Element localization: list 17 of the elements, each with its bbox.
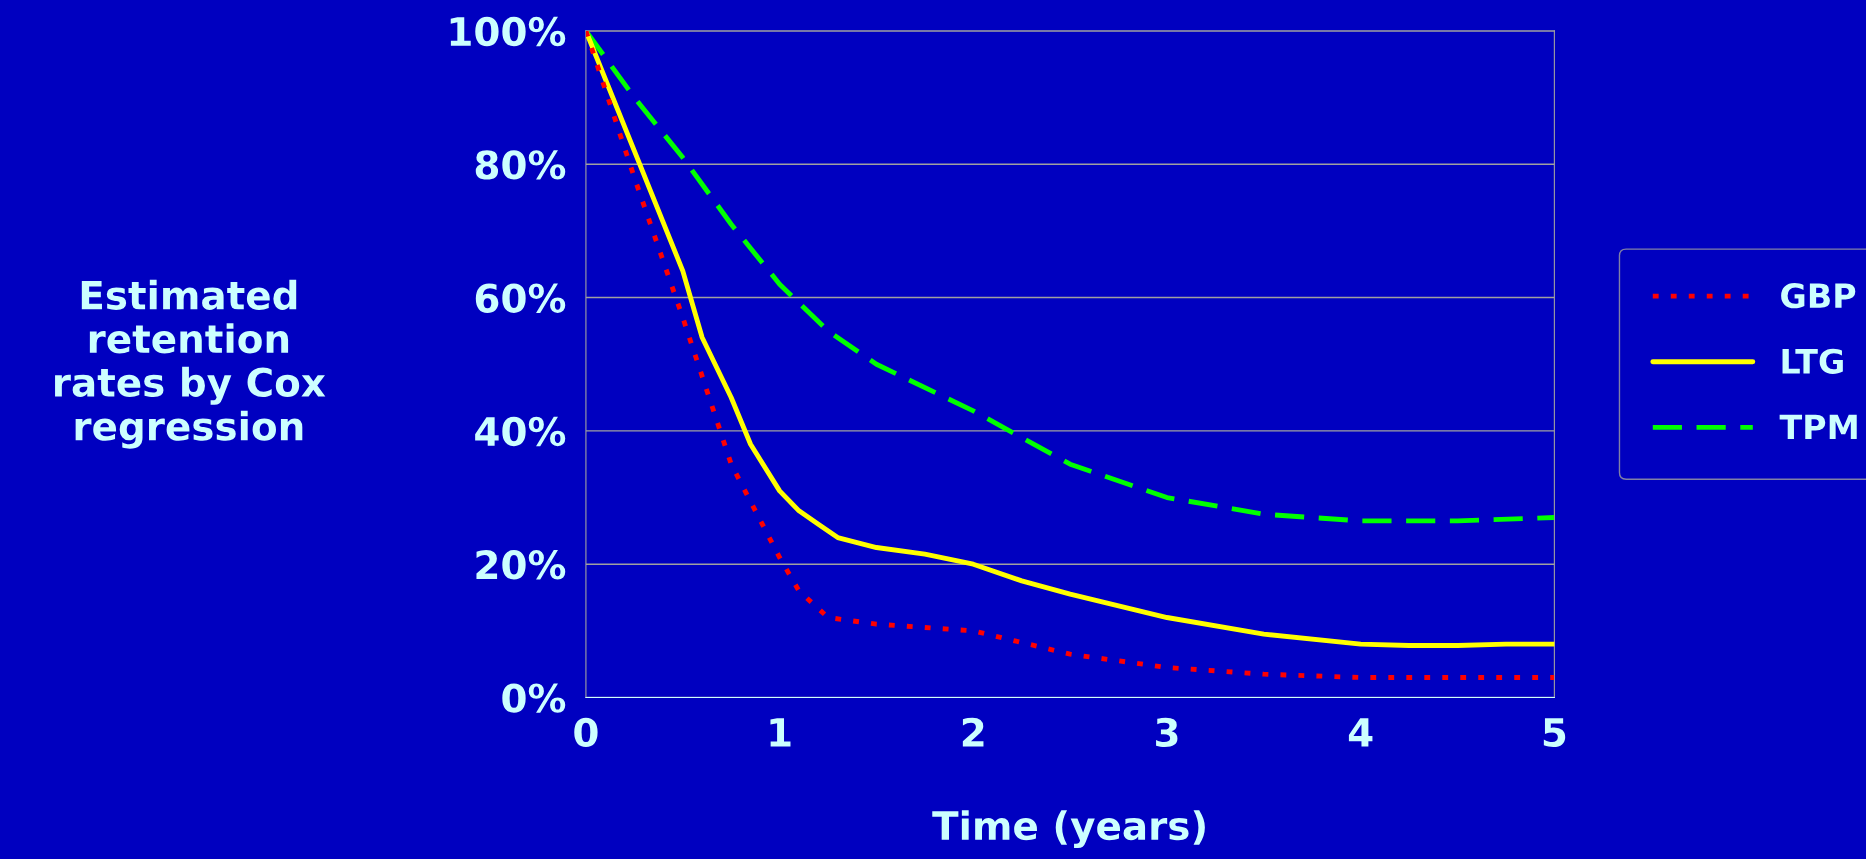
y-tick-label: 60%: [475, 283, 566, 313]
y-tick-label: 20%: [476, 550, 566, 580]
legend-label: LTG: [1782, 348, 1843, 374]
y-axis-title: Estimated retention rates by Cox regression: [55, 279, 326, 449]
x-tick-label: 0: [574, 717, 598, 748]
y-tick-label: 100%: [450, 16, 566, 47]
x-tick-label: 4: [1348, 718, 1373, 747]
x-tick-label: 2: [962, 717, 984, 747]
y-tick-label: 80%: [475, 150, 566, 180]
legend-label: GBP: [1781, 283, 1856, 309]
x-tick-label: 5: [1543, 718, 1566, 748]
x-tick-label: 1: [770, 718, 791, 747]
y-tick-label: 0%: [502, 683, 566, 713]
x-tick-label: 3: [1156, 717, 1178, 748]
y-tick-label: 40%: [475, 416, 566, 447]
legend-label: TPM: [1779, 414, 1857, 440]
x-axis-title: Time (years): [932, 810, 1205, 849]
